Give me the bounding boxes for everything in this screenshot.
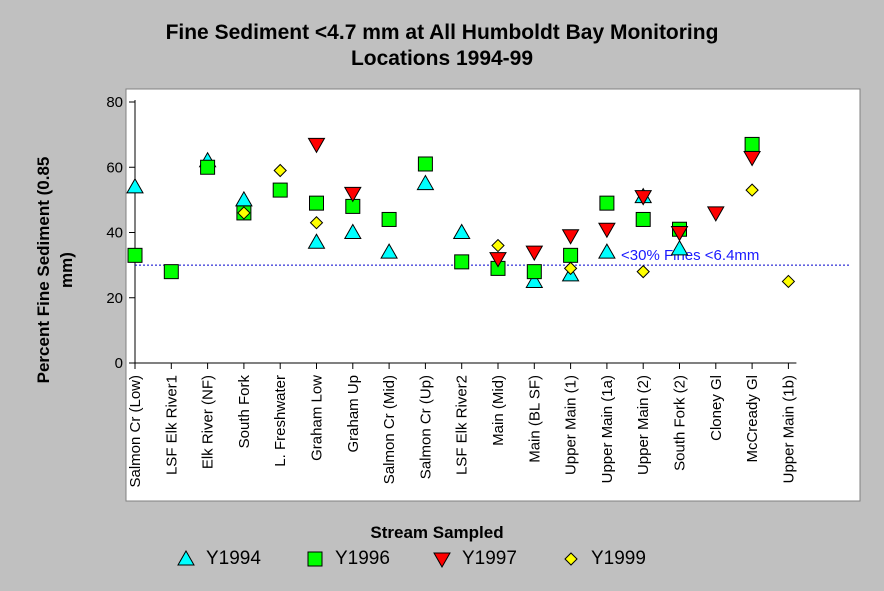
x-tick-label: Main (Mid): [490, 375, 507, 446]
data-point-y1996: [635, 211, 651, 227]
x-tick-label: Elk River (NF): [200, 375, 217, 469]
data-point-y1996: [563, 247, 579, 263]
legend-marker-triangle-up-icon: [177, 549, 195, 566]
data-point-y1996: [127, 247, 143, 263]
data-point-y1999: [745, 183, 759, 197]
data-point-y1996: [526, 264, 542, 280]
y-tick-label: 60: [106, 159, 123, 176]
legend-marker-diamond-icon: [564, 552, 578, 566]
x-tick-label: Graham Low: [309, 375, 326, 461]
data-point-y1999: [781, 274, 796, 289]
y-tick-label: 0: [115, 355, 123, 372]
x-tick-label: McCready Gl: [744, 375, 761, 463]
plot-area: [125, 88, 861, 502]
data-marks: [126, 136, 796, 289]
x-tick-label: Upper Main (1): [563, 375, 580, 475]
x-tick-label: Main (BL SF): [526, 375, 543, 463]
x-tick-label: Graham Up: [345, 375, 362, 453]
x-tick-label: Salmon Cr (Up): [417, 375, 434, 479]
legend-item-y1996: Y1996: [305, 546, 390, 572]
data-point-y1996: [163, 264, 179, 280]
legend-item-y1997: Y1997: [432, 546, 517, 572]
data-point-y1996: [272, 182, 288, 198]
data-point-y1994: [598, 243, 616, 259]
data-point-y1996: [454, 254, 470, 270]
x-tick-label: South Fork: [236, 375, 253, 449]
reference-line-label: <30% Fines <6.4mm: [621, 247, 759, 264]
legend-label: Y1996: [335, 548, 390, 569]
legend-marker-shape: [564, 552, 578, 566]
chart-title: Fine Sediment <4.7 mm at All Humboldt Ba…: [0, 20, 884, 72]
data-point-y1996: [744, 136, 760, 152]
data-point-y1999: [491, 238, 505, 253]
legend-marker-square-icon: [307, 551, 323, 567]
x-tick-label: Upper Main (1a): [599, 375, 616, 483]
x-tick-label: Salmon Cr (Mid): [381, 375, 398, 484]
data-point-y1997: [561, 229, 580, 245]
x-tick-label: Cloney Gl: [708, 375, 725, 441]
data-point-y1997: [307, 137, 326, 154]
data-point-y1999: [563, 261, 578, 276]
data-point-y1994: [670, 239, 689, 256]
data-point-y1996: [417, 156, 433, 172]
data-point-y1997: [743, 150, 761, 167]
y-axis-title: Percent Fine Sediment (0.85 mm): [34, 157, 76, 384]
data-point-y1994: [525, 272, 544, 288]
legend-marker-shape: [433, 552, 451, 569]
data-point-y1996: [381, 211, 397, 227]
data-point-y1997: [525, 245, 544, 262]
legend-marker-triangle-down-icon: [433, 552, 451, 569]
data-point-y1997: [670, 226, 689, 242]
data-point-y1997: [489, 252, 507, 268]
legend: Y1994 Y1996 Y1997 Y1999: [0, 546, 884, 572]
legend-marker-shape: [177, 549, 195, 566]
data-point-y1997: [598, 222, 616, 239]
data-point-y1996: [309, 195, 324, 211]
data-point-y1997: [634, 190, 653, 206]
data-point-y1999: [273, 163, 287, 178]
legend-item-y1999: Y1999: [561, 546, 646, 572]
x-tick-label: Upper Main (1b): [780, 375, 797, 483]
x-tick-label: LSF Elk River1: [163, 375, 180, 475]
axes: 0 20 40 60 80 Salmon Cr (Low) LSF Elk River1 El…: [106, 94, 797, 488]
data-point-y1994: [380, 243, 398, 259]
x-tick-label: L. Freshwater: [272, 375, 289, 467]
legend-label: Y1999: [591, 548, 646, 569]
legend-item-y1994: Y1994: [176, 546, 261, 572]
data-point-y1994: [452, 223, 471, 239]
data-point-y1994: [307, 233, 326, 249]
y-tick-label: 80: [106, 94, 123, 111]
x-tick-label: LSF Elk River2: [454, 375, 471, 475]
x-axis-title: Stream Sampled: [370, 523, 503, 542]
x-tick-label: Salmon Cr (Low): [127, 375, 144, 488]
data-point-y1994: [343, 223, 362, 239]
legend-marker-shape: [307, 551, 323, 567]
data-point-y1999: [237, 206, 251, 220]
data-point-y1997: [343, 186, 362, 203]
y-axis-title-line-1: Percent Fine Sediment (0.85: [34, 157, 53, 384]
chart-title-line-1: Fine Sediment <4.7 mm at All Humboldt Ba…: [165, 21, 719, 44]
legend-label: Y1994: [206, 548, 261, 569]
x-tick-label: South Fork (2): [672, 375, 689, 471]
legend-label: Y1997: [462, 548, 517, 569]
data-point-y1999: [309, 216, 324, 230]
y-tick-label: 40: [106, 225, 123, 242]
y-axis-title-line-2: mm): [57, 252, 76, 288]
data-point-y1996: [200, 159, 216, 175]
x-tick-label: Upper Main (2): [635, 375, 652, 475]
data-point-y1994: [126, 177, 144, 194]
y-tick-label: 20: [106, 290, 123, 307]
data-point-y1999: [636, 264, 650, 279]
data-point-y1997: [706, 206, 725, 222]
chart-title-line-2: Locations 1994-99: [350, 47, 534, 70]
data-point-y1996: [599, 195, 615, 211]
data-point-y1994: [416, 174, 435, 191]
